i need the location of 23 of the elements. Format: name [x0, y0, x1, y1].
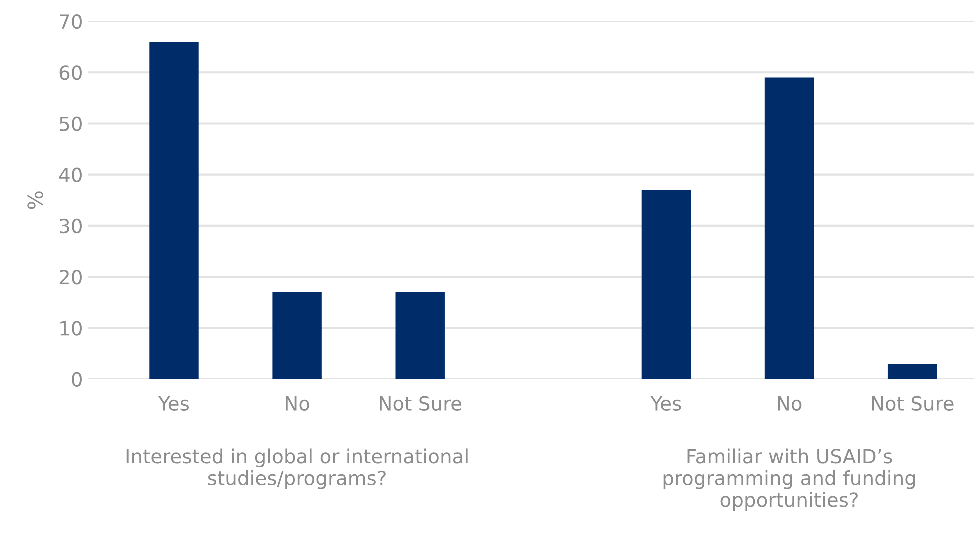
y-tick-label: 0 — [72, 372, 82, 387]
bar — [396, 292, 445, 380]
y-tick-label: 10 — [60, 321, 82, 336]
bar — [888, 364, 938, 380]
y-tick-label: 70 — [60, 14, 82, 30]
x-tick-label: Not Sure — [380, 396, 462, 412]
y-tick-label: 60 — [60, 66, 82, 80]
x-tick-label: Not Sure — [872, 396, 954, 412]
y-tick-label: 20 — [60, 270, 82, 285]
y-tick-label: 40 — [59, 168, 82, 183]
bar — [642, 190, 692, 380]
text: Familiar with USAID’s programming and funding opportunities? — [664, 448, 916, 512]
x-tick-label: Yes — [650, 396, 682, 412]
x-tick-label: No — [778, 396, 802, 412]
y-tick-label: 50 — [60, 116, 82, 132]
y-axis-title: % — [28, 192, 44, 210]
x-tick-label: No — [286, 396, 310, 412]
x-tick-label: Yes — [158, 396, 189, 412]
bar — [764, 78, 814, 380]
bar — [272, 292, 322, 380]
y-tick-label: 30 — [60, 218, 82, 234]
text: Interested in global or international studies/programs? — [126, 448, 468, 490]
bar — [150, 42, 199, 380]
